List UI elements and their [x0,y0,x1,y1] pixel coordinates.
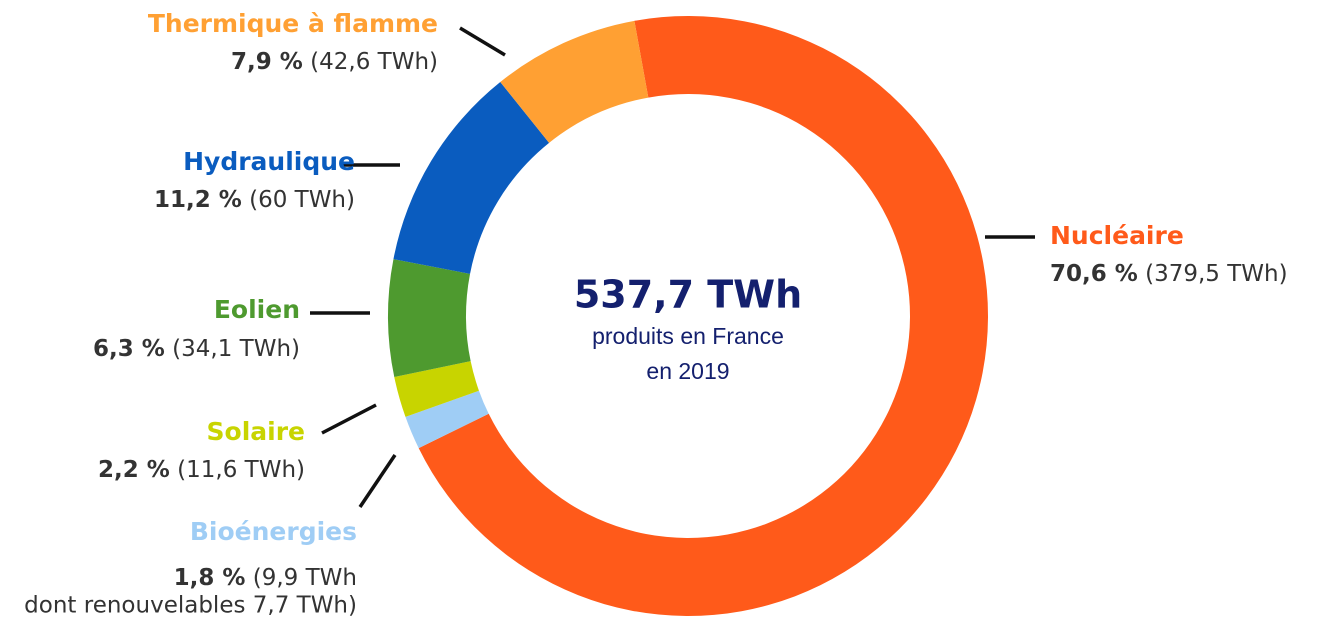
category-label: Bioénergies [190,517,357,546]
percent-label: 7,9 % [231,49,303,75]
detail-label: (42,6 TWh) [310,49,438,75]
category-label: Nucléaire [1050,221,1184,250]
percent-label: 1,8 % [174,565,246,591]
leader-line [459,26,506,57]
detail-label: (9,9 TWh [253,565,357,591]
detail-label: (11,6 TWh) [177,457,305,483]
value-label: 11,2 % (60 TWh) [154,187,355,213]
detail-label: (34,1 TWh) [172,336,300,362]
value-label: 2,2 % (11,6 TWh) [98,457,305,483]
leader-line [321,403,377,435]
detail-label: dont renouvelables 7,7 TWh) [24,593,357,619]
percent-label: 11,2 % [154,187,242,213]
donut-segment [394,361,479,417]
center-subtitle: produits en France [592,323,784,349]
category-label: Eolien [214,295,300,324]
percent-label: 6,3 % [93,336,165,362]
detail-label: (60 TWh) [249,187,355,213]
percent-label: 70,6 % [1050,261,1138,287]
leader-line [358,454,397,508]
value-label: 6,3 % (34,1 TWh) [93,336,300,362]
center-subtitle: en 2019 [646,358,729,384]
value-label: 70,6 % (379,5 TWh) [1050,261,1288,287]
value-label: 7,9 % (42,6 TWh) [231,49,438,75]
donut-segment [405,390,489,449]
donut-segment [393,82,550,274]
percent-label: 2,2 % [98,457,170,483]
detail-label: (379,5 TWh) [1145,261,1287,287]
donut-segment [388,259,471,378]
value-label: 1,8 % (9,9 TWh [174,565,357,591]
donut-segment [500,20,649,143]
category-label: Solaire [207,417,305,446]
center-total: 537,7 TWh [574,273,802,317]
category-label: Hydraulique [183,147,355,176]
category-label: Thermique à flamme [148,9,438,38]
